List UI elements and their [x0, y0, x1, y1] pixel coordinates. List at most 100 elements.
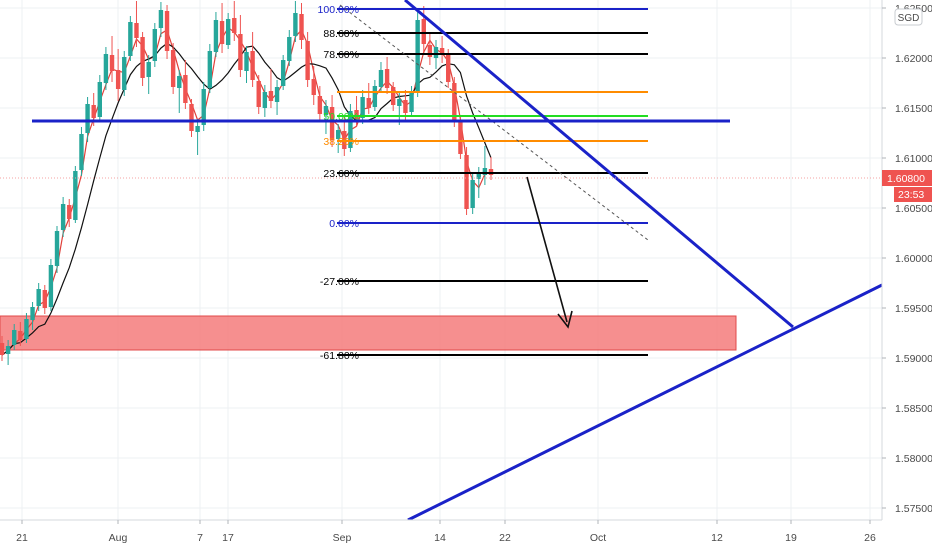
candle	[201, 82, 206, 131]
price-tick-label: 1.58500	[895, 403, 932, 415]
candle	[152, 23, 158, 67]
candle	[446, 49, 451, 88]
candle	[384, 57, 390, 94]
candle-body	[152, 29, 158, 61]
candle-body	[256, 81, 261, 107]
candle-body	[170, 50, 176, 87]
candle	[458, 116, 463, 159]
candle	[134, 0, 139, 47]
candle	[299, 3, 304, 49]
candle	[67, 199, 72, 227]
candle	[293, 0, 298, 42]
candle-body	[134, 23, 139, 38]
candle-body	[0, 343, 5, 355]
candle	[189, 99, 194, 137]
candle	[464, 147, 469, 215]
candle-body	[36, 289, 41, 306]
candle	[54, 226, 60, 273]
candle	[109, 36, 115, 82]
candle	[391, 82, 396, 111]
candle	[262, 85, 268, 117]
time-axis[interactable]: 21 Aug 7 17 Sep 14 22 Oct 12 19 26	[0, 519, 882, 550]
candle	[366, 83, 371, 114]
candle-body	[232, 18, 237, 33]
candle	[219, 3, 225, 53]
candle	[317, 86, 323, 122]
candle-body	[427, 45, 433, 57]
price-tags: 1.60800 23:53	[0, 170, 932, 202]
price-tick-label: 1.57500	[895, 503, 932, 515]
candle	[140, 32, 145, 86]
time-tick-label: 14	[434, 532, 446, 544]
projection-arrow-shaft	[526, 176, 568, 323]
candle-body	[109, 55, 115, 71]
candle-body	[403, 100, 408, 113]
candle	[378, 62, 384, 93]
fib-level-label: 38.20%	[323, 136, 359, 148]
candle-body	[470, 180, 475, 208]
candle-body	[164, 11, 170, 51]
currency-badge-box	[894, 8, 923, 26]
candle-body	[91, 105, 96, 118]
candle	[18, 322, 23, 346]
countdown-tag	[894, 187, 932, 202]
candle-body	[262, 92, 268, 108]
currency-label: SGD	[898, 13, 920, 24]
candle	[360, 90, 365, 124]
candle-body	[421, 19, 426, 44]
fib-level-label: -61.80%	[320, 350, 359, 362]
candle-body	[5, 346, 11, 354]
drawings[interactable]	[32, 0, 883, 522]
candle	[305, 32, 310, 87]
price-tick-label: 1.61000	[895, 153, 932, 165]
candle	[452, 77, 457, 127]
time-axis-background	[0, 520, 882, 550]
candle	[0, 336, 5, 361]
time-tick-label: 17	[222, 532, 234, 544]
candle-body	[128, 22, 133, 56]
candle	[128, 16, 133, 61]
candle	[335, 124, 341, 153]
candle	[268, 69, 274, 108]
candle-body	[409, 92, 414, 112]
candle-body	[433, 47, 439, 58]
candle-body	[372, 86, 378, 107]
candle	[42, 285, 47, 314]
candle	[158, 1, 164, 37]
candle-body	[329, 107, 335, 140]
candle-body	[446, 54, 451, 82]
price-axis[interactable]: 1.625001.620001.615001.610001.605001.600…	[881, 0, 932, 550]
candle	[12, 324, 17, 350]
bar-countdown: 23:53	[898, 189, 924, 201]
candle	[115, 49, 121, 101]
time-tick-label: 21	[16, 532, 28, 544]
candle-body	[183, 75, 188, 103]
target-zone	[0, 315, 737, 351]
candle	[207, 44, 213, 93]
candle-body	[354, 110, 359, 119]
time-tick-label: Aug	[109, 532, 128, 544]
candle	[250, 32, 255, 87]
candle-body	[482, 168, 488, 175]
candle-body	[60, 204, 66, 230]
candle-body	[305, 41, 310, 80]
candle-body	[317, 96, 323, 114]
candle-body	[348, 111, 353, 148]
candle-body	[177, 76, 182, 88]
candle-body	[146, 62, 151, 77]
candle-body	[397, 99, 402, 106]
candle	[24, 313, 29, 343]
candle-body	[140, 37, 145, 78]
candle-body	[67, 205, 72, 219]
price-tick-label: 1.60000	[895, 253, 932, 265]
price-tick-label: 1.62000	[895, 53, 932, 65]
candle-body	[122, 57, 127, 90]
candle	[103, 47, 109, 90]
candle-body	[225, 19, 231, 45]
candle	[427, 32, 433, 65]
candle	[213, 12, 219, 57]
candle-body	[391, 87, 396, 105]
candle	[274, 80, 280, 115]
candle-body	[274, 87, 280, 102]
